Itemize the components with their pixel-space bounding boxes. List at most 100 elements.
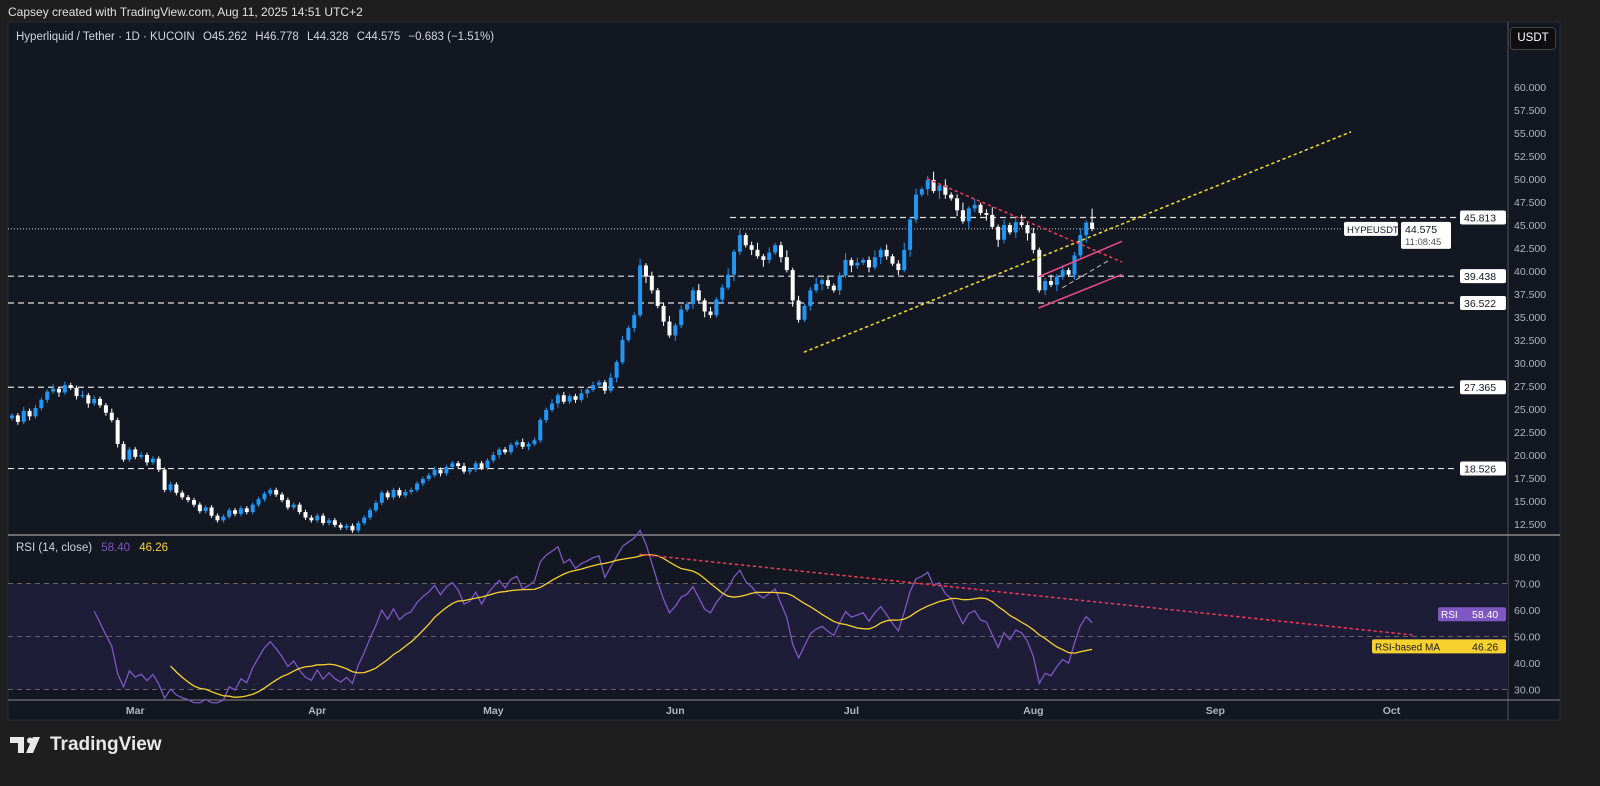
candle-body xyxy=(1066,270,1071,275)
candle-body xyxy=(890,256,895,264)
candle-body xyxy=(550,403,555,410)
candle-body xyxy=(902,249,907,271)
candle-body xyxy=(837,275,842,291)
candle-body xyxy=(1007,225,1012,233)
candle-body xyxy=(614,362,619,378)
logo-text: TradingView xyxy=(50,734,162,755)
candle-body xyxy=(685,304,690,310)
candle-body xyxy=(720,287,725,300)
candle-body xyxy=(643,265,648,277)
candle-body xyxy=(1002,225,1007,240)
candle-body xyxy=(1025,225,1030,234)
tradingview-logo[interactable]: TradingView xyxy=(10,734,162,756)
time-tick-label: Sep xyxy=(1206,705,1225,717)
ohlc-close: C44.575 xyxy=(356,31,401,43)
candle-body xyxy=(362,517,367,524)
candle-body xyxy=(473,463,478,470)
candle-body xyxy=(955,198,960,211)
candle-body xyxy=(908,219,913,250)
current-price-tag-bg xyxy=(1401,221,1451,249)
candle-body xyxy=(426,475,431,479)
price-tick-label: 47.500 xyxy=(1514,197,1546,209)
rsi-tick-label: 80.00 xyxy=(1514,552,1540,564)
candle-body xyxy=(121,443,126,460)
candle-body xyxy=(861,259,866,263)
candle-body xyxy=(491,455,496,461)
trendline-channel xyxy=(1038,240,1123,278)
candle-body xyxy=(103,405,108,413)
candle-body xyxy=(315,515,320,521)
candle-body xyxy=(820,280,825,284)
candle-body xyxy=(1054,276,1059,285)
candle-body xyxy=(1090,222,1095,229)
candle-body xyxy=(115,420,120,444)
rsi-title: RSI (14, close) xyxy=(16,542,93,554)
candle-body xyxy=(45,391,50,400)
candle-body xyxy=(732,251,737,275)
candle-body xyxy=(215,515,220,521)
candle-body xyxy=(233,510,238,514)
candle-body xyxy=(280,494,285,501)
currency-button[interactable]: USDT xyxy=(1510,27,1556,50)
candle-body xyxy=(262,493,267,500)
candle-body xyxy=(1019,222,1024,225)
ohlc-low: L44.328 xyxy=(306,31,349,43)
candle-body xyxy=(649,276,654,291)
rsi-tag-bg xyxy=(1372,639,1506,654)
candle-body xyxy=(350,525,355,531)
candle-body xyxy=(790,270,795,301)
candle-body xyxy=(1031,233,1036,250)
candle-body xyxy=(321,515,326,524)
candle-body xyxy=(1072,255,1077,275)
candle-body xyxy=(373,502,378,511)
candle-body xyxy=(743,235,748,246)
candle-body xyxy=(626,328,631,340)
candle-body xyxy=(420,478,425,484)
candle-body xyxy=(344,525,349,528)
candle-body xyxy=(309,517,314,521)
ohlc-open: O45.262 xyxy=(202,31,248,43)
price-tick-label: 12.500 xyxy=(1514,519,1546,531)
candle-body xyxy=(808,290,813,306)
price-tick-label: 55.000 xyxy=(1514,128,1546,140)
trendline-red-dotted xyxy=(926,178,1123,263)
rsi-ma-line xyxy=(170,553,1093,698)
candle-body xyxy=(127,449,132,460)
candle-body xyxy=(555,395,560,404)
candle-body xyxy=(661,305,666,322)
candle-body xyxy=(497,449,502,455)
candle-body xyxy=(702,300,707,312)
price-tick-label: 37.500 xyxy=(1514,289,1546,301)
candle-body xyxy=(450,463,455,467)
bar-countdown: 11:08:45 xyxy=(1405,237,1441,248)
ohlc-change: −0.683 (−1.51%) xyxy=(408,31,495,43)
candle-body xyxy=(21,410,26,422)
candle-body xyxy=(949,194,954,199)
candle-body xyxy=(186,497,191,501)
candle-body xyxy=(679,309,684,326)
candle-body xyxy=(503,449,508,453)
candle-body xyxy=(385,492,390,498)
candle-body xyxy=(579,393,584,400)
candle-body xyxy=(843,259,848,276)
rsi-tick-label: 60.00 xyxy=(1514,605,1540,617)
candle-body xyxy=(467,469,472,472)
rsi-trendline xyxy=(639,553,1416,636)
candle-body xyxy=(708,311,713,316)
level-label: 27.365 xyxy=(1464,382,1496,394)
candle-body xyxy=(597,382,601,386)
candles xyxy=(10,171,1095,533)
time-tick-label: Oct xyxy=(1383,705,1401,717)
candle-body xyxy=(397,489,402,496)
candle-body xyxy=(755,249,760,257)
level-label-bg xyxy=(1460,461,1506,476)
level-label-bg xyxy=(1460,380,1506,395)
candle-body xyxy=(74,387,79,397)
trendline-channel xyxy=(1038,273,1123,309)
candle-body xyxy=(68,385,73,388)
candle-body xyxy=(33,408,38,417)
candle-body xyxy=(10,415,14,419)
candle-body xyxy=(338,524,343,528)
level-label: 45.813 xyxy=(1464,213,1496,225)
